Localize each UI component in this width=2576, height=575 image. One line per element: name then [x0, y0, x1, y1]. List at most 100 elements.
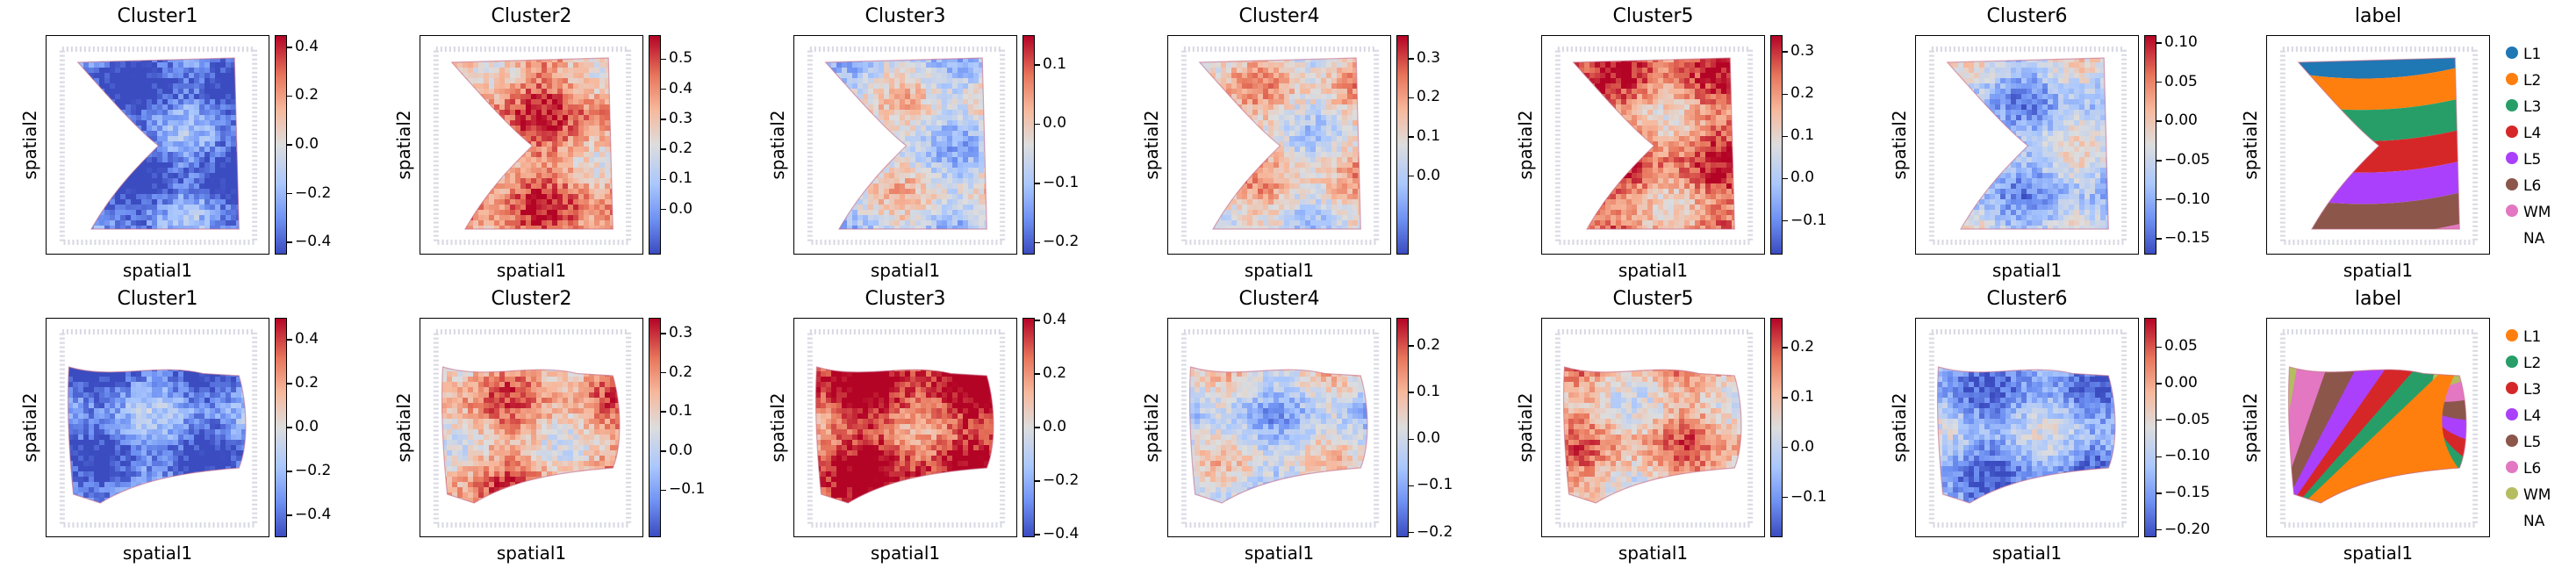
spatial-plot-frame	[46, 35, 269, 255]
tissue-outline	[450, 57, 614, 230]
colorbar-tick-label: 0.4	[295, 332, 319, 347]
x-axis-label: spatial1	[1915, 543, 2139, 564]
panel-title: Cluster4	[1167, 288, 1391, 310]
y-axis-label: spatial2	[767, 375, 788, 480]
legend-entry: L5	[2523, 153, 2541, 168]
panel-title: label	[2266, 5, 2490, 27]
spatial-plot-svg	[1554, 329, 1754, 528]
panel-title: Cluster1	[46, 5, 269, 27]
tissue-outline	[1562, 366, 1742, 504]
y-axis-label: spatial2	[2240, 375, 2261, 480]
colorbar-tick-label: −0.05	[2164, 412, 2210, 428]
spatial-plot-svg	[1180, 47, 1380, 245]
colorbar-tick-mark	[287, 514, 292, 516]
colorbar-tick-label: 0.1	[1417, 385, 1440, 399]
colorbar-tick-mark	[1409, 438, 1414, 441]
colorbar-tick-mark	[2156, 120, 2162, 122]
y-axis-label: spatial2	[19, 375, 40, 480]
spatial-plot-svg	[1554, 47, 1754, 245]
colorbar-tick-label: −0.2	[295, 464, 331, 478]
colorbar	[2144, 318, 2156, 537]
colorbar-tick-label: 0.5	[669, 51, 692, 66]
colorbar-tick-mark	[1409, 485, 1414, 487]
legend-marker	[2506, 487, 2518, 500]
colorbar-tick-mark	[1035, 320, 1040, 321]
colorbar-tick-label: −0.2	[1417, 524, 1453, 540]
colorbar-tick-mark	[2156, 346, 2162, 349]
colorbar-tick-label: −0.15	[2164, 485, 2210, 500]
legend-entry: L6	[2523, 179, 2541, 194]
legend-entry: L5	[2523, 435, 2541, 450]
colorbar-tick-mark	[1409, 345, 1414, 347]
colorbar-tick-mark	[661, 489, 666, 492]
legend-marker	[2506, 461, 2518, 473]
colorbar-tick-label: 0.1	[1043, 56, 1066, 72]
panel-title: Cluster6	[1915, 288, 2139, 310]
tissue-outline	[824, 57, 987, 230]
tissue-outline	[441, 366, 621, 504]
x-axis-label: spatial1	[1915, 260, 2139, 281]
colorbar-tick-label: 0.4	[669, 81, 692, 97]
colorbar-tick-label: −0.1	[1790, 489, 1826, 505]
y-axis-label: spatial2	[2240, 92, 2261, 198]
legend-marker	[2506, 152, 2518, 164]
legend-marker	[2506, 408, 2518, 420]
spatial-plot-svg	[433, 329, 632, 528]
x-axis-label: spatial1	[1541, 543, 1765, 564]
colorbar-tick-label: 0.0	[295, 420, 319, 435]
colorbar-tick-label: −0.4	[295, 234, 331, 249]
legend-entry: NA	[2523, 514, 2544, 529]
colorbar-tick-label: 0.2	[669, 141, 692, 156]
colorbar	[649, 35, 661, 255]
spatial-plot-frame	[2266, 318, 2490, 537]
colorbar-tick-label: 0.2	[1790, 340, 1814, 355]
colorbar-tick-mark	[287, 95, 292, 97]
colorbar-tick-mark	[2156, 383, 2162, 385]
legend-entry: NA	[2523, 232, 2544, 247]
panel-title: Cluster3	[793, 5, 1017, 27]
panel-title: Cluster2	[420, 5, 643, 27]
colorbar-tick-label: −0.4	[295, 507, 331, 522]
colorbar-tick-mark	[1035, 480, 1040, 482]
colorbar	[2144, 35, 2156, 255]
x-axis-label: spatial1	[1541, 260, 1765, 281]
colorbar-tick-mark	[2156, 42, 2162, 44]
colorbar-tick-label: 0.1	[669, 404, 692, 419]
spatial-plot-svg	[433, 47, 632, 245]
colorbar-tick-mark	[1409, 136, 1414, 138]
colorbar-tick-mark	[2156, 528, 2162, 531]
spatial-plot-frame	[1167, 35, 1391, 255]
legend-marker	[2506, 99, 2518, 111]
spatial-plot-frame	[793, 35, 1017, 255]
spatial-plot-svg	[807, 47, 1006, 245]
x-axis-label: spatial1	[793, 543, 1017, 564]
x-axis-label: spatial1	[420, 543, 643, 564]
colorbar-tick-mark	[1783, 51, 1788, 53]
colorbar-tick-mark	[287, 427, 292, 428]
spatial-plot-svg	[1928, 47, 2128, 245]
colorbar-tick-mark	[661, 371, 666, 374]
y-axis-label: spatial2	[767, 92, 788, 198]
y-axis-label: spatial2	[393, 375, 414, 480]
legend-entry: L3	[2523, 383, 2541, 398]
colorbar-tick-label: 0.1	[669, 171, 692, 186]
legend-entry: L6	[2523, 462, 2541, 477]
colorbar-tick-mark	[1409, 531, 1414, 534]
colorbar-tick-label: −0.15	[2164, 231, 2210, 246]
spatial-plot-frame	[1915, 318, 2139, 537]
colorbar	[649, 318, 661, 537]
y-axis-label: spatial2	[393, 92, 414, 198]
colorbar-tick-mark	[661, 178, 666, 181]
colorbar-tick-mark	[287, 47, 292, 48]
tissue-outline	[1572, 57, 1735, 230]
colorbar-tick-mark	[1035, 373, 1040, 375]
tissue-spots	[2288, 367, 2466, 503]
colorbar-tick-label: 0.3	[669, 111, 692, 126]
panel-title: label	[2266, 288, 2490, 310]
x-axis-label: spatial1	[2266, 260, 2490, 281]
spatial-plot-frame	[420, 318, 643, 537]
colorbar-tick-label: 0.4	[1043, 313, 1066, 327]
y-axis-label: spatial2	[1515, 375, 1536, 480]
colorbar-tick-label: −0.1	[1043, 175, 1079, 190]
colorbar	[1023, 318, 1035, 537]
